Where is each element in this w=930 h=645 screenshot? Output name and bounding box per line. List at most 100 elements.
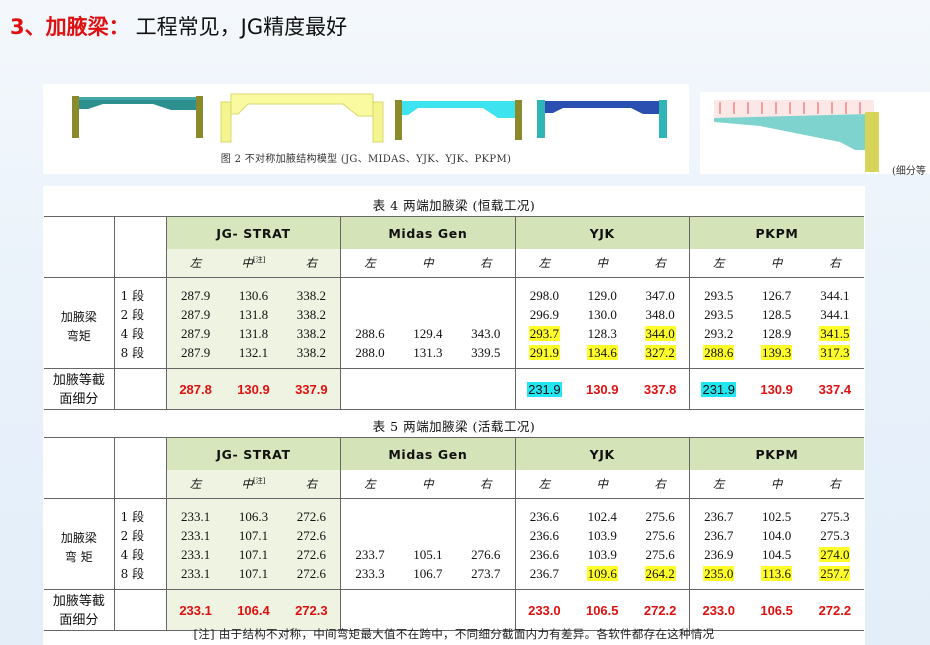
cell: 288.6	[340, 324, 399, 343]
cell: 107.1	[224, 526, 283, 545]
table5-sub-mid: 中	[747, 470, 806, 499]
cell-highlight: 327.2	[631, 343, 690, 369]
fine-label-line1: 加腋等截	[52, 372, 105, 387]
table5-group-pkpm: PKPM	[688, 437, 864, 470]
cell-highlight: 288.6	[688, 343, 748, 369]
fine-label-line1: 加腋等截	[52, 593, 105, 608]
cell-highlight: 109.6	[573, 564, 632, 590]
cell: 128.9	[762, 325, 792, 341]
side-figure-caption: (细分等	[892, 166, 926, 177]
cell: 338.2	[282, 305, 341, 324]
cell: 338.2	[282, 277, 341, 305]
cell	[457, 278, 515, 306]
highlighted-value: 264.2	[644, 565, 676, 581]
table4-sub-left: 左	[514, 249, 574, 278]
table5-sub-left: 左	[688, 470, 748, 499]
model-figure: 图 2 不对称加腋结构模型 (JG、MIDAS、YJK、YJK、PKPM)	[43, 84, 689, 174]
cell: 233.7	[340, 545, 399, 564]
table5-sub-right: 右	[456, 470, 516, 499]
table5-group-yjk: YJK	[514, 437, 690, 470]
cell: 272.6	[282, 545, 341, 564]
seg-label: 2 段	[113, 305, 167, 324]
table5-sub-left: 左	[165, 470, 225, 499]
table5-sub-right: 右	[805, 470, 864, 499]
cell: 106.5	[573, 589, 632, 631]
cell: 131.8	[224, 324, 283, 343]
cell: 131.3	[398, 343, 457, 369]
cell: 131.8	[224, 305, 283, 324]
table4-group-yjk: YJK	[514, 216, 690, 249]
cell: 107.1	[224, 564, 283, 590]
cell: 275.6	[645, 508, 675, 524]
cell: 275.6	[645, 527, 675, 543]
cell: 132.1	[224, 343, 283, 369]
table-row: 加腋等截 面细分 287.8 130.9 337.9 231.9 130.9 337.8 …	[44, 368, 864, 410]
figure-caption: 图 2 不对称加腋结构模型 (JG、MIDAS、YJK、YJK、PKPM)	[220, 154, 512, 165]
cell	[399, 526, 457, 545]
cell: 275.6	[645, 546, 675, 562]
cell-highlight: 231.9	[688, 368, 748, 410]
cell	[399, 305, 457, 324]
sub-mid-label: 中	[241, 256, 253, 270]
table4-sub-mid: 中	[398, 249, 457, 278]
fine-label-line2: 面细分	[59, 391, 99, 406]
cell: 130.0	[587, 306, 617, 322]
cell: 233.0	[688, 589, 748, 631]
cell-highlight: 139.3	[747, 343, 806, 369]
table4-caption: 表 4 两端加腋梁 (恒载工况)	[372, 198, 536, 213]
fine-label-line2: 面细分	[59, 612, 99, 627]
cell: 293.5	[688, 277, 748, 305]
cell: 106.7	[398, 564, 457, 590]
cell: 236.6	[514, 526, 574, 545]
cell: 272.6	[282, 564, 341, 590]
seg-label: 8 段	[113, 564, 167, 590]
cell: 272.3	[282, 589, 341, 631]
cell	[457, 305, 515, 324]
table5-sub-mid: 中	[398, 470, 457, 499]
cell-highlight: 291.9	[514, 343, 574, 369]
footnote: [注] 由于结构不对称，中间弯矩最大值不在跨中，不同细分截面内力有差异。各软件都…	[193, 627, 715, 641]
cell-highlight: 293.7	[514, 324, 574, 343]
cell: 347.0	[645, 287, 675, 303]
cell-highlight: 274.0	[806, 545, 864, 564]
cell: 130.9	[573, 368, 632, 410]
cell: 233.1	[165, 589, 225, 631]
cell: 293.2	[688, 324, 748, 343]
cell: 338.2	[282, 324, 341, 343]
cell: 233.1	[165, 545, 225, 564]
seg-label: 4 段	[113, 545, 167, 564]
seg-label: 8 段	[113, 343, 167, 369]
table5: JG- STRAT Midas Gen YJK PKPM 左 中[注] 右 左中…	[44, 437, 864, 631]
highlighted-value: 293.7	[528, 325, 560, 341]
table5-sub-mid: 中	[573, 470, 632, 499]
table4-sub-right: 右	[456, 249, 516, 278]
cell: 272.6	[282, 526, 341, 545]
cell: 129.0	[587, 287, 617, 303]
cell	[457, 499, 515, 527]
cell: 275.3	[820, 527, 850, 543]
cell: 293.5	[688, 305, 748, 324]
seg-label: 2 段	[113, 526, 167, 545]
jg-beam-model	[72, 96, 203, 138]
cell: 287.9	[165, 305, 225, 324]
cell: 130.9	[747, 368, 806, 410]
cell	[456, 589, 516, 631]
table4-sub-mid: 中	[573, 249, 632, 278]
cell: 287.8	[165, 368, 225, 410]
table4-group-midas: Midas Gen	[340, 216, 516, 249]
midas-beam-model	[220, 93, 384, 143]
sub-mid-label: 中	[241, 477, 253, 491]
cell: 287.9	[165, 324, 225, 343]
table5-sub-right: 右	[282, 470, 341, 499]
cell-highlight: 235.0	[688, 564, 748, 590]
title-text: 工程常见，JG精度最好	[135, 15, 348, 39]
table-row: 4 段 233.1 107.1 272.6 233.7 105.1 276.6 236.…	[44, 545, 864, 564]
cell-highlight: 113.6	[747, 564, 806, 590]
cell: 107.1	[224, 545, 283, 564]
table4-sub-right: 右	[805, 249, 864, 278]
highlighted-value: 134.6	[586, 344, 618, 360]
table4-sub-left: 左	[165, 249, 225, 278]
cell: 130.9	[224, 368, 283, 410]
cell: 296.9	[514, 305, 574, 324]
cell	[340, 526, 399, 545]
